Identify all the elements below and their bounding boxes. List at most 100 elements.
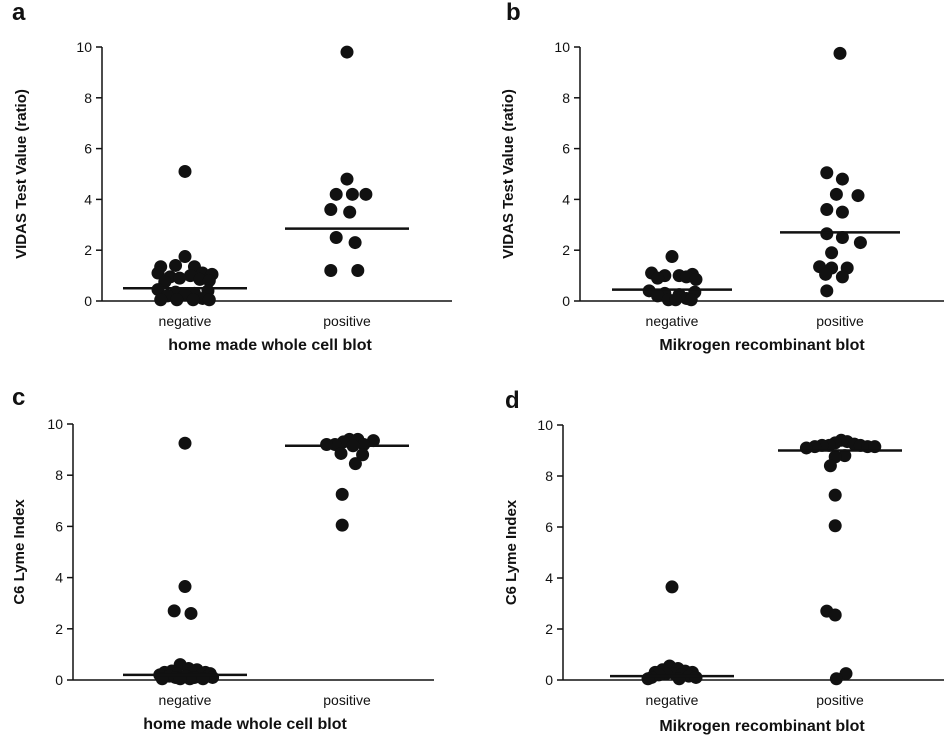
data-point-positive [343,205,357,219]
data-point-negative [184,606,198,620]
data-point-positive [829,672,843,686]
y-tick-label: 10 [47,416,63,432]
data-point-positive [334,446,348,460]
y-tick-label: 2 [84,242,92,258]
y-axis-label: VIDAS Test Value (ratio) [500,89,517,259]
y-tick-label: 6 [55,518,63,534]
x-category-label: positive [323,692,371,708]
data-point-negative [651,271,665,285]
panel-a: a 0 2 4 6 8 10 VIDAS Test Value (ratio) negative… [12,0,452,354]
data-point-positive [835,270,849,284]
y-axis-label: VIDAS Test Value (ratio) [13,89,30,259]
data-point-negative [193,272,207,286]
y-tick-label: 6 [545,519,553,535]
data-point-positive [329,187,343,201]
data-point-negative [202,293,216,307]
data-point-positive [838,449,852,463]
panel-b: b 0 2 4 6 8 10 VIDAS Test Value (ratio) negative… [500,0,944,354]
data-point-negative [151,283,165,297]
y-tick-label: 2 [562,242,570,258]
y-tick-label: 0 [562,293,570,309]
data-point-negative [151,266,165,280]
data-point-positive [835,172,849,186]
data-point-positive [820,166,834,180]
y-tick-label: 0 [55,672,63,688]
data-point-positive [348,457,362,471]
y-tick-label: 4 [84,191,92,207]
x-axis-title: Mikrogen recombinant blot [659,718,865,735]
data-point-positive [320,437,334,451]
y-tick-label: 0 [545,672,553,688]
panel-d: d 0 2 4 6 8 10 C6 Lyme Index negative positive Mik… [503,387,944,735]
data-point-positive [335,487,349,501]
data-point-negative [170,293,184,307]
x-axis-title: home made whole cell blot [168,337,372,354]
data-point-negative [665,580,679,594]
x-category-label: positive [323,313,371,329]
data-point-positive [828,488,842,502]
x-axis-title: Mikrogen recombinant blot [659,337,865,354]
y-axis-label: C6 Lyme Index [503,499,520,605]
data-point-positive [799,441,813,455]
y-tick-label: 10 [537,417,553,433]
data-point-negative [641,672,655,686]
y-axis-label: C6 Lyme Index [11,499,28,605]
x-category-label: negative [159,692,212,708]
panel-c: c 0 2 4 6 8 10 C6 Lyme Index negative positive hom… [11,384,434,733]
data-point-negative [169,258,183,272]
data-point-positive [351,264,365,278]
x-category-label: negative [646,313,699,329]
data-point-positive [340,45,354,59]
data-point-positive [839,667,853,681]
y-tick-label: 4 [55,570,63,586]
data-point-negative [178,580,192,594]
data-point-positive [356,448,370,462]
data-point-positive [345,187,359,201]
y-tick-label: 8 [545,468,553,484]
data-point-positive [357,437,371,451]
data-point-negative [669,293,683,307]
data-point-positive [835,231,849,244]
x-category-label: positive [816,692,864,708]
panel-letter: a [12,0,26,26]
y-tick-label: 8 [55,467,63,483]
data-point-positive [853,236,867,250]
data-point-positive [828,608,842,622]
panel-letter: c [12,384,25,411]
data-point-negative [672,672,686,686]
data-point-positive [324,264,338,278]
y-tick-label: 2 [55,621,63,637]
data-point-positive [335,518,349,532]
data-point-positive [329,231,343,244]
x-category-label: positive [816,313,864,329]
data-point-positive [820,284,834,298]
x-axis-title: home made whole cell blot [143,716,347,733]
data-point-negative [651,289,665,303]
data-point-positive [819,267,833,281]
data-point-positive [828,519,842,533]
data-point-positive [359,187,373,201]
data-point-negative [684,293,698,307]
data-point-positive [823,459,837,473]
data-point-negative [689,272,703,286]
data-point-positive [340,172,354,186]
data-point-positive [833,46,847,60]
x-category-label: negative [159,313,212,329]
data-point-positive [324,203,338,217]
y-tick-label: 10 [554,39,570,55]
data-point-negative [178,436,192,450]
y-tick-label: 10 [76,39,92,55]
y-tick-label: 6 [84,141,92,157]
data-point-positive [851,189,865,203]
data-point-positive [825,246,839,260]
data-point-negative [202,274,216,288]
panel-letter: d [505,387,520,414]
data-point-positive [348,236,362,250]
data-point-positive [829,187,843,201]
y-tick-label: 0 [84,293,92,309]
data-point-negative [173,271,187,285]
data-point-negative [167,604,181,618]
y-tick-label: 6 [562,141,570,157]
y-tick-label: 8 [562,90,570,106]
